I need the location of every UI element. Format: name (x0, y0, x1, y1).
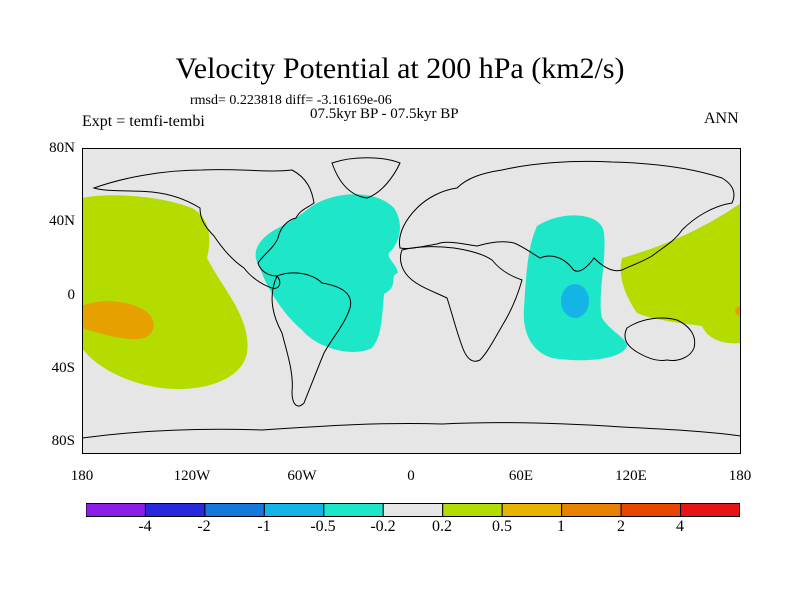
colorbar-label: -2 (197, 518, 211, 535)
y-label-equator: 0 (67, 287, 76, 303)
experiment-label: Expt = temfi-tembi (82, 113, 205, 130)
coastline-eurasia (398, 160, 735, 272)
y-label-40s: 40S (51, 360, 75, 376)
velocity-potential-map (82, 148, 741, 454)
colorbar-label: 4 (676, 518, 684, 535)
plot-subtitle: 07.5kyr BP - 07.5kyr BP (310, 106, 459, 122)
colorbar-box (382, 503, 444, 517)
colorbar-box (501, 503, 563, 517)
colorbar-label: 0.5 (492, 518, 512, 535)
x-label-180e: 180 (728, 468, 752, 484)
x-label-120e: 120E (615, 468, 647, 484)
coastline-greenland (331, 157, 401, 199)
contour-positive-core (82, 301, 154, 340)
contour-positive-dateline-core (735, 306, 741, 316)
coastline-australia (624, 317, 696, 361)
colorbar-box (263, 503, 325, 517)
colorbar-box (86, 503, 146, 517)
coastlines (82, 157, 741, 439)
coastline-africa (399, 246, 523, 362)
colorbar-box (620, 503, 682, 517)
season-label: ANN (704, 110, 739, 127)
colorbar-label: 2 (617, 518, 625, 535)
stats-text: rmsd= 0.223818 diff= -3.16169e-06 (190, 93, 392, 108)
x-label-60e: 60E (508, 468, 534, 484)
colorbar-label: 0.2 (432, 518, 452, 535)
contour-negative-indian-core (561, 284, 589, 318)
contour-positive-west-pacific (620, 203, 741, 344)
x-label-120w: 120W (173, 468, 211, 484)
colorbar-label: -1 (257, 518, 271, 535)
x-label-60w: 60W (287, 468, 317, 484)
y-label-40n: 40N (49, 213, 75, 229)
colorbar-label: -0.2 (370, 518, 396, 535)
colorbar-box (561, 503, 622, 517)
plot-title: Velocity Potential at 200 hPa (km2/s) (175, 52, 625, 85)
x-label-0: 0 (407, 468, 415, 484)
coastline-antarctica (82, 422, 741, 439)
coastline-south-america (271, 272, 352, 407)
x-label-180w: 180 (70, 468, 94, 484)
contour-negative-atlantic (255, 194, 400, 352)
contour-positive-east-pacific (82, 195, 248, 390)
colorbar (86, 503, 740, 517)
colorbar-label: 1 (557, 518, 565, 535)
colorbar-box (680, 503, 740, 517)
colorbar-label: -4 (138, 518, 152, 535)
colorbar-box (442, 503, 503, 517)
coastline-north-america (92, 169, 315, 289)
map-frame (82, 148, 741, 454)
y-label-80n: 80N (49, 140, 75, 156)
colorbar-box (204, 503, 265, 517)
colorbar-label: -0.5 (310, 518, 336, 535)
contour-fills (82, 194, 741, 390)
colorbar-box (144, 503, 206, 517)
colorbar-box (323, 503, 384, 517)
y-label-80s: 80S (51, 433, 75, 449)
